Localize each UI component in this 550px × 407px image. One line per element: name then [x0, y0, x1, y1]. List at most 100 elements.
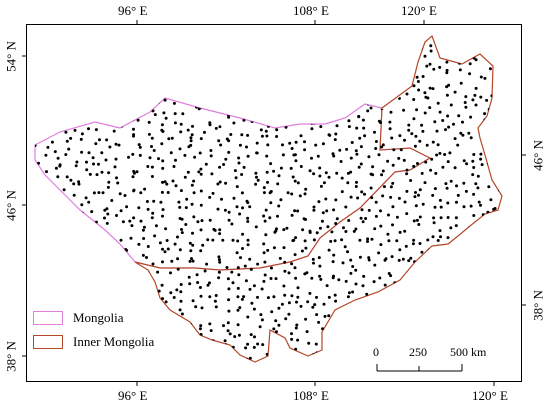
sample-point: [416, 162, 419, 165]
sample-point: [453, 52, 457, 56]
sample-point: [465, 253, 469, 256]
sample-point: [486, 306, 490, 310]
sample-point: [451, 245, 455, 249]
sample-point: [119, 209, 123, 213]
sample-point: [180, 228, 183, 231]
sample-point: [64, 115, 67, 119]
sample-point: [321, 327, 325, 331]
sample-point: [166, 247, 170, 251]
sample-point: [356, 103, 360, 107]
sample-point: [150, 216, 154, 220]
sample-point: [366, 240, 369, 243]
sample-point: [405, 168, 409, 172]
sample-point: [55, 75, 59, 79]
sample-point: [128, 78, 132, 82]
sample-point: [236, 295, 240, 299]
scale-label-250: 250: [409, 345, 427, 359]
sample-point: [426, 333, 430, 337]
sample-point: [199, 324, 203, 328]
sample-point: [349, 317, 353, 321]
sample-point: [316, 154, 320, 158]
sample-point: [379, 65, 383, 69]
sample-point: [499, 38, 502, 42]
sample-point: [404, 244, 408, 248]
sample-point: [132, 134, 135, 138]
sample-point: [31, 238, 34, 241]
sample-point: [185, 332, 189, 336]
sample-point: [176, 48, 180, 52]
sample-point: [208, 281, 211, 285]
sample-point: [317, 320, 321, 324]
sample-point: [217, 276, 221, 280]
sample-point: [409, 299, 413, 303]
sample-point: [236, 323, 240, 327]
sample-point: [331, 276, 335, 280]
sample-point: [226, 321, 230, 325]
sample-point: [75, 359, 78, 362]
legend-item-mongolia: Mongolia: [33, 310, 124, 326]
sample-point: [428, 258, 431, 262]
sample-point: [227, 210, 231, 214]
sample-point: [61, 209, 65, 213]
sample-point: [172, 165, 176, 168]
sample-point: [276, 182, 280, 186]
sample-point: [167, 43, 171, 47]
sample-point: [436, 143, 440, 147]
sample-point: [126, 295, 130, 299]
sample-point: [390, 255, 394, 259]
sample-point: [489, 129, 493, 133]
sample-point: [230, 222, 234, 226]
sample-point: [73, 128, 77, 132]
sample-point: [132, 92, 136, 96]
sample-point: [448, 324, 452, 328]
sample-point: [485, 98, 489, 102]
sample-point: [310, 121, 314, 125]
sample-point: [131, 175, 135, 179]
sample-point: [337, 357, 341, 360]
sample-point: [199, 85, 203, 89]
sample-point: [113, 48, 117, 52]
sample-point: [114, 142, 118, 146]
sample-point: [433, 286, 436, 290]
sample-point: [226, 277, 230, 281]
sample-point: [109, 121, 113, 125]
sample-point: [255, 151, 259, 155]
sample-point: [227, 298, 231, 302]
sample-point: [360, 190, 364, 194]
sample-point: [61, 349, 65, 353]
sample-point: [341, 261, 345, 265]
sample-point: [429, 49, 433, 53]
sample-point: [222, 324, 225, 328]
sample-point: [245, 83, 249, 87]
sample-point: [469, 204, 473, 208]
sample-point: [391, 163, 395, 167]
sample-point: [233, 74, 236, 78]
sample-point: [84, 52, 88, 56]
sample-point: [296, 338, 300, 342]
sample-point: [104, 158, 108, 162]
sample-point: [357, 343, 361, 346]
sample-point: [176, 63, 180, 66]
sample-point: [37, 48, 41, 52]
sample-point: [131, 322, 135, 326]
sample-point: [412, 117, 416, 121]
sample-point: [108, 67, 112, 71]
sample-point: [88, 97, 92, 101]
sample-point: [492, 176, 496, 180]
sample-point: [208, 55, 211, 59]
sample-point: [103, 216, 106, 220]
sample-point: [397, 156, 401, 160]
sample-point: [128, 47, 132, 51]
sample-point: [235, 205, 239, 209]
sample-point: [303, 101, 306, 105]
sample-point: [445, 186, 449, 190]
sample-point: [135, 170, 139, 174]
left-tick-54n: 54° N: [3, 41, 19, 72]
sample-point: [421, 202, 425, 206]
sample-point: [399, 282, 403, 286]
sample-point: [43, 302, 47, 306]
sample-point: [265, 94, 269, 98]
sample-point: [403, 138, 406, 142]
sample-point: [461, 120, 464, 124]
sample-point: [105, 37, 109, 41]
